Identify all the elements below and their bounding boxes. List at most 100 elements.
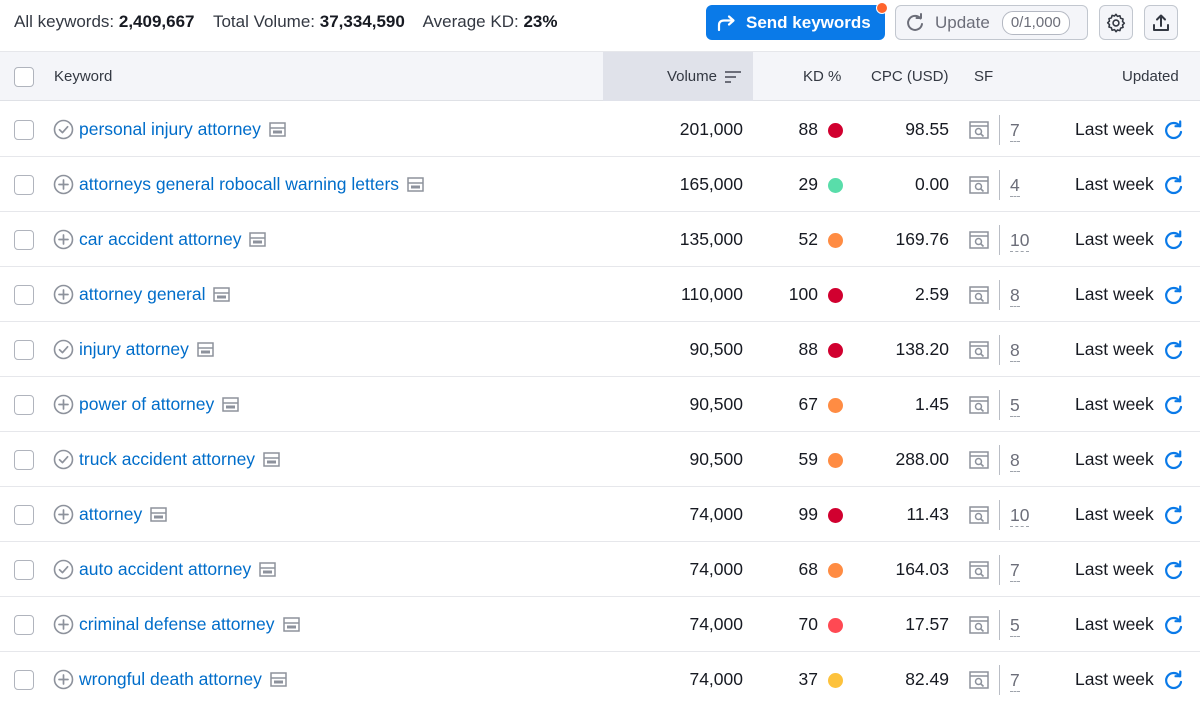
refresh-icon[interactable]	[1163, 450, 1184, 471]
added-check-icon[interactable]	[53, 559, 74, 580]
serp-snapshot-icon[interactable]	[213, 287, 231, 302]
row-checkbox[interactable]	[14, 395, 34, 415]
serp-features-icon[interactable]	[969, 176, 989, 194]
serp-features-icon[interactable]	[969, 231, 989, 249]
serp-snapshot-icon[interactable]	[222, 397, 239, 412]
row-checkbox[interactable]	[14, 560, 34, 580]
keyword-link[interactable]: attorney	[79, 504, 143, 524]
add-plus-icon[interactable]	[53, 394, 74, 415]
refresh-icon[interactable]	[1163, 615, 1184, 636]
refresh-icon[interactable]	[1163, 120, 1184, 141]
refresh-icon[interactable]	[1163, 560, 1184, 581]
volume-cell: 135,000	[679, 229, 743, 249]
sf-count[interactable]: 8	[1010, 285, 1020, 307]
keyword-link[interactable]: injury attorney	[79, 339, 189, 359]
sf-divider	[999, 500, 1000, 530]
refresh-icon[interactable]	[1163, 505, 1184, 526]
keyword-link[interactable]: wrongful death attorney	[79, 669, 262, 689]
serp-features-icon[interactable]	[969, 121, 989, 139]
row-checkbox[interactable]	[14, 450, 34, 470]
keyword-cell: injury attorney	[79, 339, 214, 360]
added-check-icon[interactable]	[53, 119, 74, 140]
refresh-icon[interactable]	[1163, 395, 1184, 416]
sf-count[interactable]: 5	[1010, 615, 1020, 637]
settings-button[interactable]	[1099, 5, 1133, 40]
serp-features-icon[interactable]	[969, 561, 989, 579]
serp-snapshot-icon[interactable]	[269, 122, 286, 137]
add-plus-icon[interactable]	[53, 504, 74, 525]
serp-snapshot-icon[interactable]	[282, 617, 300, 632]
row-checkbox[interactable]	[14, 230, 34, 250]
column-header-volume[interactable]: Volume	[603, 52, 753, 101]
serp-features-icon[interactable]	[969, 506, 989, 524]
export-button[interactable]	[1144, 5, 1178, 40]
refresh-icon[interactable]	[1163, 230, 1184, 251]
serp-snapshot-icon[interactable]	[150, 507, 167, 522]
keyword-link[interactable]: auto accident attorney	[79, 559, 252, 579]
column-header-keyword[interactable]: Keyword	[54, 68, 113, 85]
serp-snapshot-icon[interactable]	[197, 342, 214, 357]
added-check-icon[interactable]	[53, 449, 74, 470]
column-header-sf[interactable]: SF	[974, 68, 994, 85]
row-checkbox[interactable]	[14, 175, 34, 195]
sf-count[interactable]: 10	[1010, 230, 1030, 252]
keyword-link[interactable]: truck accident attorney	[79, 449, 256, 469]
update-button[interactable]: Update 0/1,000	[895, 5, 1088, 40]
refresh-icon[interactable]	[1163, 175, 1184, 196]
refresh-icon[interactable]	[1163, 340, 1184, 361]
row-checkbox[interactable]	[14, 615, 34, 635]
column-header-kd[interactable]: KD %	[803, 68, 842, 85]
serp-features-icon[interactable]	[969, 451, 989, 469]
volume-cell: 90,500	[689, 449, 743, 469]
added-check-icon[interactable]	[53, 339, 74, 360]
serp-features-icon[interactable]	[969, 286, 989, 304]
kd-difficulty-dot	[828, 233, 843, 248]
keyword-link[interactable]: attorneys general robocall warning lette…	[79, 174, 400, 194]
serp-snapshot-icon[interactable]	[259, 562, 276, 577]
keyword-link[interactable]: personal injury attorney	[79, 119, 261, 139]
serp-features-icon[interactable]	[969, 341, 989, 359]
serp-snapshot-icon[interactable]	[407, 177, 424, 192]
serp-features-icon[interactable]	[969, 616, 989, 634]
sf-count[interactable]: 8	[1010, 340, 1020, 362]
cpc-cell: 17.57	[905, 614, 949, 634]
sf-count[interactable]: 10	[1010, 505, 1030, 527]
kd-difficulty-dot	[828, 673, 843, 688]
updated-cell: Last week	[1075, 614, 1154, 634]
sf-count[interactable]: 7	[1010, 560, 1020, 582]
sf-count[interactable]: 5	[1010, 395, 1020, 417]
add-plus-icon[interactable]	[53, 174, 74, 195]
row-checkbox[interactable]	[14, 670, 34, 690]
refresh-icon[interactable]	[1163, 285, 1184, 306]
updated-cell: Last week	[1075, 559, 1154, 579]
updated-cell: Last week	[1075, 284, 1154, 304]
sf-count[interactable]: 8	[1010, 450, 1020, 472]
keyword-link[interactable]: criminal defense attorney	[79, 614, 275, 634]
serp-features-icon[interactable]	[969, 671, 989, 689]
keyword-link[interactable]: car accident attorney	[79, 229, 242, 249]
row-checkbox[interactable]	[14, 120, 34, 140]
row-checkbox[interactable]	[14, 340, 34, 360]
add-plus-icon[interactable]	[53, 284, 74, 305]
add-plus-icon[interactable]	[53, 669, 74, 690]
row-checkbox[interactable]	[14, 285, 34, 305]
sf-count[interactable]: 4	[1010, 175, 1020, 197]
serp-features-icon[interactable]	[969, 396, 989, 414]
add-plus-icon[interactable]	[53, 614, 74, 635]
serp-snapshot-icon[interactable]	[263, 452, 280, 467]
keyword-link[interactable]: attorney general	[79, 284, 206, 304]
add-plus-icon[interactable]	[53, 229, 74, 250]
serp-snapshot-icon[interactable]	[270, 672, 287, 687]
column-header-cpc[interactable]: CPC (USD)	[871, 68, 949, 85]
column-header-updated[interactable]: Updated	[1122, 68, 1179, 85]
keyword-link[interactable]: power of attorney	[79, 394, 215, 414]
table-row: auto accident attorney 74,000 68 164.03 7 Las…	[0, 542, 1200, 597]
sf-count[interactable]: 7	[1010, 120, 1020, 142]
send-keywords-button[interactable]: Send keywords	[706, 2, 888, 40]
select-all-checkbox[interactable]	[14, 67, 34, 87]
sf-count[interactable]: 7	[1010, 670, 1020, 692]
kd-cell: 59	[798, 449, 818, 469]
row-checkbox[interactable]	[14, 505, 34, 525]
refresh-icon[interactable]	[1163, 670, 1184, 691]
serp-snapshot-icon[interactable]	[249, 232, 267, 247]
